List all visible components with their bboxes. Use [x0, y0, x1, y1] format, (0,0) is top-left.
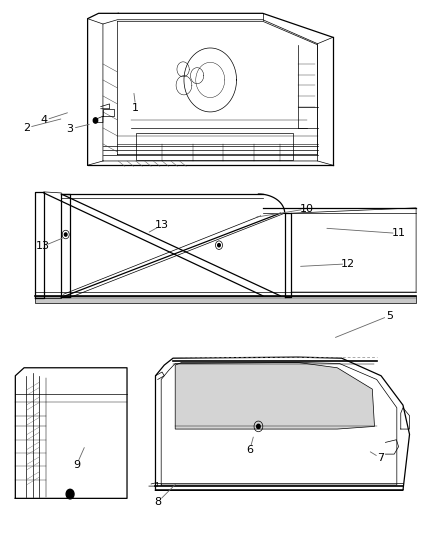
Text: 12: 12: [341, 259, 355, 269]
Text: 4: 4: [40, 116, 47, 125]
Text: 9: 9: [73, 460, 80, 470]
Text: 13: 13: [155, 220, 169, 230]
Text: 10: 10: [300, 204, 314, 214]
Circle shape: [93, 118, 98, 123]
Text: 11: 11: [392, 229, 406, 238]
Circle shape: [257, 424, 260, 429]
Text: 6: 6: [246, 446, 253, 455]
Text: 3: 3: [67, 124, 74, 134]
Text: 7: 7: [378, 454, 385, 463]
Text: 5: 5: [386, 311, 393, 320]
Polygon shape: [175, 362, 374, 429]
Circle shape: [66, 489, 74, 499]
Polygon shape: [35, 296, 416, 303]
Text: 1: 1: [132, 103, 139, 112]
Text: 13: 13: [36, 241, 50, 251]
Circle shape: [218, 244, 220, 247]
Circle shape: [64, 233, 67, 236]
Text: 2: 2: [23, 123, 30, 133]
Text: 8: 8: [154, 497, 161, 507]
